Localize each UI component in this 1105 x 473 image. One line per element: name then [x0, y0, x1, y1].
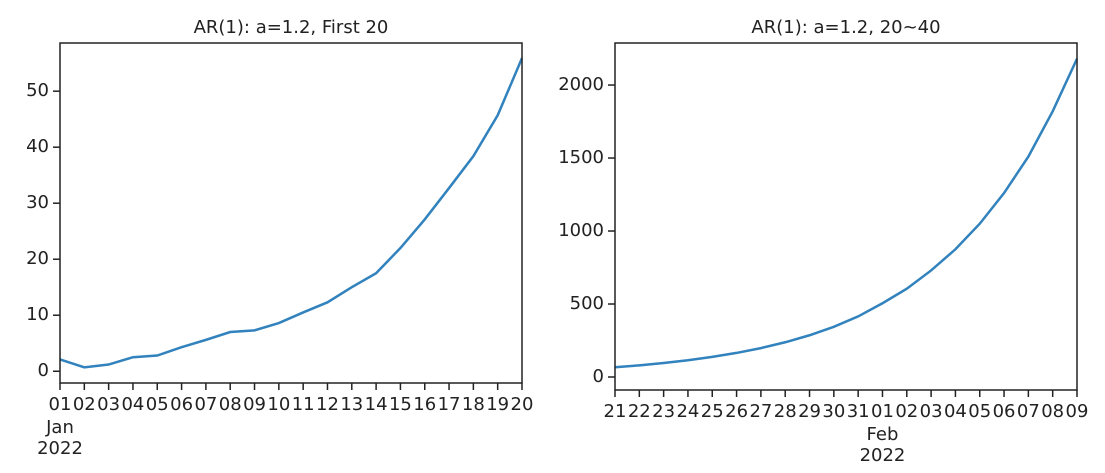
- x-tick-label: 26: [725, 401, 748, 422]
- x-tick-label: 03: [920, 401, 943, 422]
- x-tick-label: 17: [438, 394, 461, 415]
- x-tick-label: 05: [968, 401, 991, 422]
- x-tick-label: 07: [1017, 401, 1040, 422]
- x-tick-label: 06: [993, 401, 1016, 422]
- plot-frame: [614, 42, 1078, 391]
- y-tick-label: 500: [570, 293, 604, 314]
- x-tick-label: 11: [292, 394, 315, 415]
- x-tick-label: 14: [365, 394, 388, 415]
- line: [59, 57, 524, 369]
- x-tick-label: 06: [170, 394, 193, 415]
- y-tick-label: 20: [26, 248, 49, 269]
- x-tick-sublabel: Feb: [867, 424, 899, 445]
- x-tick-label: 13: [340, 394, 363, 415]
- y-tick-label: 2000: [558, 74, 604, 95]
- x-tick-label: 04: [121, 394, 144, 415]
- y-tick-label: 0: [593, 366, 604, 387]
- x-tick-label: 23: [652, 401, 675, 422]
- x-tick-label: 01: [871, 401, 894, 422]
- chart-title: AR(1): a=1.2, 20~40: [751, 17, 940, 38]
- y-tick-label: 50: [26, 80, 49, 101]
- line: [614, 58, 1079, 369]
- x-tick-label: 05: [146, 394, 169, 415]
- x-tick-label: 31: [847, 401, 870, 422]
- x-tick-label: 19: [486, 394, 509, 415]
- x-tick-label: 09: [1066, 401, 1089, 422]
- x-tick-label: 16: [413, 394, 436, 415]
- x-tick-label: 07: [194, 394, 217, 415]
- y-tick-label: 10: [26, 304, 49, 325]
- x-tick-label: 09: [243, 394, 266, 415]
- x-tick-label: 20: [511, 394, 534, 415]
- x-tick-sublabel: Jan: [45, 417, 74, 438]
- x-tick-label: 12: [316, 394, 339, 415]
- x-tick-label: 10: [267, 394, 290, 415]
- plot-frame: [59, 42, 523, 384]
- x-tick-label: 03: [97, 394, 120, 415]
- x-tick-label: 30: [822, 401, 845, 422]
- x-tick-label: 21: [604, 401, 627, 422]
- x-tick-label: 28: [774, 401, 797, 422]
- x-tick-label: 02: [73, 394, 96, 415]
- x-tick-label: 18: [462, 394, 485, 415]
- chart-title: AR(1): a=1.2, First 20: [194, 17, 389, 38]
- x-tick-label: 08: [219, 394, 242, 415]
- x-tick-label: 27: [749, 401, 772, 422]
- x-tick-label: 02: [895, 401, 918, 422]
- x-tick-sublabel: 2022: [860, 445, 906, 466]
- x-tick-label: 01: [49, 394, 72, 415]
- x-tick-label: 25: [701, 401, 724, 422]
- y-tick-label: 40: [26, 136, 49, 157]
- x-tick-label: 04: [944, 401, 967, 422]
- y-tick-label: 30: [26, 192, 49, 213]
- y-tick-label: 1500: [558, 147, 604, 168]
- y-tick-label: 1000: [558, 220, 604, 241]
- x-tick-sublabel: 2022: [37, 438, 83, 459]
- x-tick-label: 24: [676, 401, 699, 422]
- x-tick-label: 15: [389, 394, 412, 415]
- x-tick-label: 22: [628, 401, 651, 422]
- x-tick-label: 08: [1041, 401, 1064, 422]
- x-tick-label: 29: [798, 401, 821, 422]
- y-tick-label: 0: [38, 360, 49, 381]
